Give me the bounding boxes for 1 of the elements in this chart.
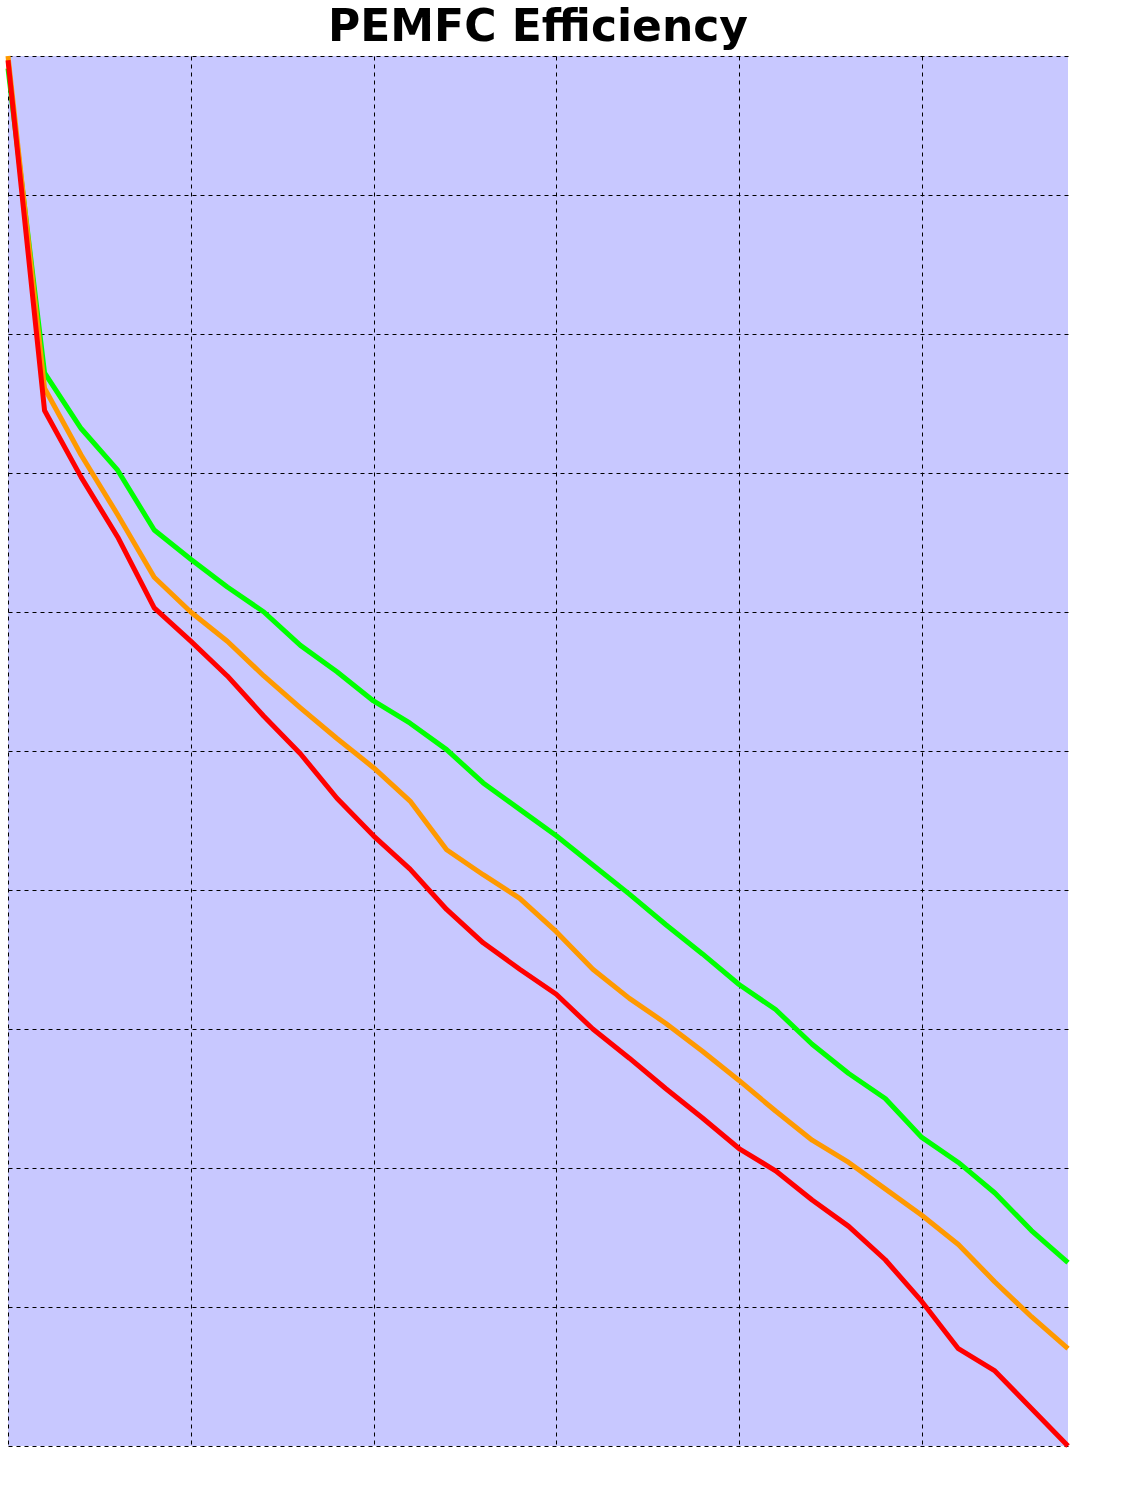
chart-title: PEMFC Efficiency xyxy=(328,0,748,51)
